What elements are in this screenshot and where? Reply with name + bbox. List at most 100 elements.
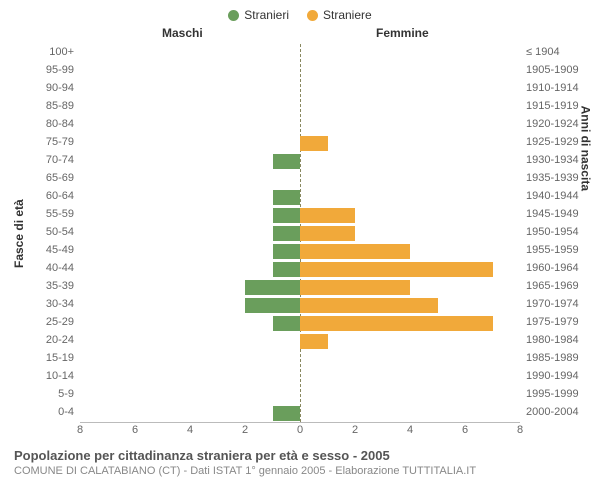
bar-male [273, 208, 301, 223]
birth-label: 2000-2004 [526, 406, 590, 418]
age-label: 85-89 [10, 100, 74, 112]
age-label: 5-9 [10, 388, 74, 400]
header-female: Femmine [376, 26, 429, 40]
bar-female [300, 226, 355, 241]
chart-subtitle: COMUNE DI CALATABIANO (CT) - Dati ISTAT … [14, 465, 586, 477]
birth-label: 1905-1909 [526, 64, 590, 76]
bar-row [80, 99, 520, 116]
bar-row [80, 261, 520, 278]
birth-label: 1985-1989 [526, 352, 590, 364]
bar-female [300, 262, 493, 277]
age-label: 100+ [10, 46, 74, 58]
bar-row [80, 333, 520, 350]
birth-label: 1995-1999 [526, 388, 590, 400]
bar-row [80, 405, 520, 422]
age-label: 25-29 [10, 316, 74, 328]
bar-female [300, 244, 410, 259]
x-tick: 4 [407, 424, 413, 436]
age-label: 35-39 [10, 280, 74, 292]
bar-female [300, 298, 438, 313]
age-label: 90-94 [10, 82, 74, 94]
legend-label-male: Stranieri [244, 8, 289, 22]
birth-label: 1950-1954 [526, 226, 590, 238]
bar-row [80, 45, 520, 62]
age-label: 75-79 [10, 136, 74, 148]
bar-row [80, 243, 520, 260]
legend-label-female: Straniere [323, 8, 372, 22]
bar-male [273, 244, 301, 259]
bar-female [300, 208, 355, 223]
x-tick: 4 [187, 424, 193, 436]
birth-label: 1960-1964 [526, 262, 590, 274]
age-label: 40-44 [10, 262, 74, 274]
legend-swatch-female [307, 10, 318, 21]
x-tick: 8 [77, 424, 83, 436]
birth-label: 1915-1919 [526, 100, 590, 112]
birth-label: 1975-1979 [526, 316, 590, 328]
age-label: 80-84 [10, 118, 74, 130]
bar-row [80, 63, 520, 80]
pyramid-chart: Fasce di età Anni di nascita 864202468 1… [6, 44, 594, 442]
plot-area [80, 44, 520, 422]
bar-male [245, 298, 300, 313]
bar-male [273, 226, 301, 241]
birth-label: 1910-1914 [526, 82, 590, 94]
x-axis-line [80, 422, 520, 423]
age-label: 10-14 [10, 370, 74, 382]
header-male: Maschi [162, 26, 203, 40]
birth-label: 1990-1994 [526, 370, 590, 382]
birth-label: 1965-1969 [526, 280, 590, 292]
bar-female [300, 280, 410, 295]
caption: Popolazione per cittadinanza straniera p… [14, 448, 586, 477]
bar-row [80, 387, 520, 404]
bar-female [300, 136, 328, 151]
age-label: 20-24 [10, 334, 74, 346]
x-tick: 2 [242, 424, 248, 436]
legend: Stranieri Straniere [0, 0, 600, 26]
chart-title: Popolazione per cittadinanza straniera p… [14, 448, 586, 463]
bar-row [80, 135, 520, 152]
bar-male [273, 316, 301, 331]
column-headers: Maschi Femmine [0, 26, 600, 44]
birth-label: 1925-1929 [526, 136, 590, 148]
x-tick: 6 [132, 424, 138, 436]
x-tick: 2 [352, 424, 358, 436]
age-label: 60-64 [10, 190, 74, 202]
legend-item-male: Stranieri [228, 8, 289, 22]
x-tick: 6 [462, 424, 468, 436]
birth-label: 1935-1939 [526, 172, 590, 184]
bar-row [80, 297, 520, 314]
bar-row [80, 315, 520, 332]
bar-row [80, 225, 520, 242]
bar-row [80, 81, 520, 98]
x-tick: 8 [517, 424, 523, 436]
birth-label: 1970-1974 [526, 298, 590, 310]
legend-swatch-male [228, 10, 239, 21]
bar-row [80, 207, 520, 224]
birth-label: 1945-1949 [526, 208, 590, 220]
age-label: 95-99 [10, 64, 74, 76]
bar-row [80, 189, 520, 206]
birth-label: 1980-1984 [526, 334, 590, 346]
bar-female [300, 316, 493, 331]
birth-label: 1920-1924 [526, 118, 590, 130]
age-label: 65-69 [10, 172, 74, 184]
x-tick: 0 [297, 424, 303, 436]
bar-row [80, 351, 520, 368]
bar-male [273, 262, 301, 277]
bar-male [245, 280, 300, 295]
age-label: 45-49 [10, 244, 74, 256]
birth-label: 1940-1944 [526, 190, 590, 202]
birth-label: 1955-1959 [526, 244, 590, 256]
bar-male [273, 190, 301, 205]
bar-row [80, 369, 520, 386]
bar-row [80, 171, 520, 188]
age-label: 55-59 [10, 208, 74, 220]
age-label: 50-54 [10, 226, 74, 238]
bar-male [273, 406, 301, 421]
age-label: 15-19 [10, 352, 74, 364]
age-label: 0-4 [10, 406, 74, 418]
bar-row [80, 153, 520, 170]
legend-item-female: Straniere [307, 8, 372, 22]
age-label: 30-34 [10, 298, 74, 310]
